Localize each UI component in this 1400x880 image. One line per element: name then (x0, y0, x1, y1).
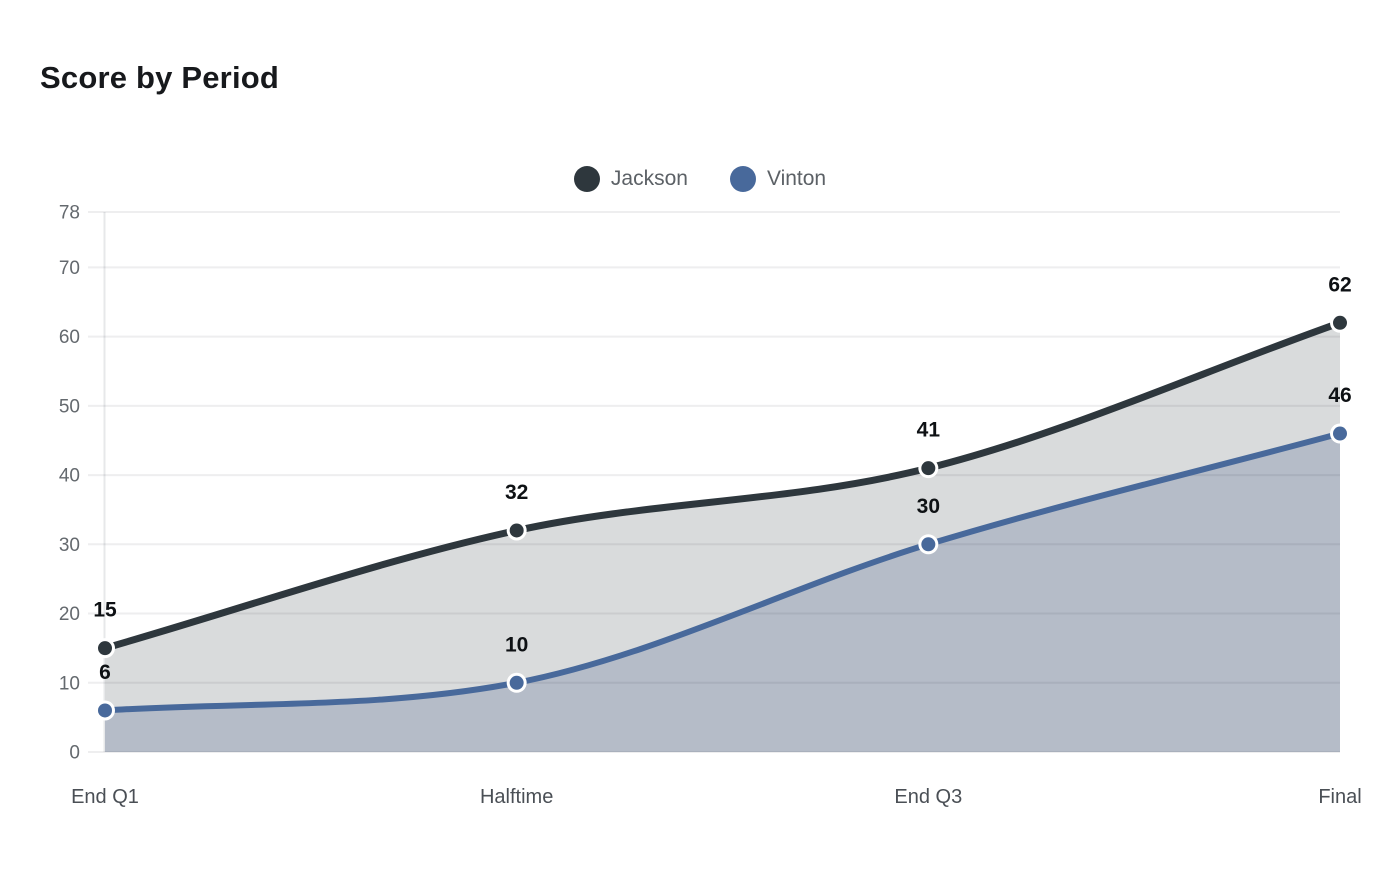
vinton-area-fill (105, 433, 1340, 752)
jackson-line (101, 319, 1344, 652)
jackson-data-label-End Q3: 41 (917, 419, 941, 442)
vinton-marker-Halftime[interactable] (509, 675, 524, 690)
jackson-data-label-End Q1: 15 (93, 599, 117, 622)
y-axis-tick-label-50: 50 (59, 396, 80, 417)
jackson-data-label-Halftime: 32 (505, 481, 528, 504)
jackson-marker-Final[interactable] (1333, 315, 1347, 330)
jackson-marker-Halftime[interactable] (509, 523, 524, 538)
legend: Jackson Vinton (0, 160, 1400, 198)
y-axis-tick-label-10: 10 (59, 673, 80, 694)
legend-item-vinton[interactable]: Vinton (729, 166, 827, 192)
vinton-data-label-Halftime: 10 (505, 633, 528, 656)
y-axis-tick-label-70: 70 (59, 258, 80, 279)
y-axis-tick-label-78: 78 (59, 203, 80, 224)
y-axis-tick-label-0: 0 (69, 743, 80, 764)
x-axis-label-end-q1: End Q1 (71, 786, 139, 808)
vinton-data-label-End Q3: 30 (917, 495, 940, 518)
chart-title: Score by Period (40, 60, 280, 95)
vinton-marker-Final[interactable] (1333, 426, 1347, 441)
y-axis-tick-label-60: 60 (59, 327, 80, 348)
vinton-marker-End Q3[interactable] (921, 537, 936, 552)
x-axis-label-final: Final (1318, 786, 1361, 808)
jackson-series-swatch-icon (573, 166, 600, 192)
vinton-line (102, 430, 1343, 714)
x-axis-label-halftime: Halftime (480, 786, 553, 808)
y-axis-tick-label-30: 30 (59, 535, 80, 556)
y-axis-tick-label-40: 40 (59, 466, 80, 487)
legend-label-jackson: Jackson (610, 167, 688, 190)
legend-label-vinton: Vinton (766, 167, 827, 190)
vinton-marker-End Q1[interactable] (98, 703, 112, 718)
jackson-marker-End Q3[interactable] (921, 461, 936, 476)
jackson-data-label-Final: 62 (1328, 273, 1351, 296)
legend-item-jackson[interactable]: Jackson (573, 166, 688, 192)
x-axis-label-end-q3: End Q3 (894, 786, 962, 808)
y-axis-tick-label-20: 20 (59, 604, 80, 625)
vinton-data-label-End Q1: 6 (99, 661, 111, 684)
vinton-series-swatch-icon (729, 166, 756, 192)
vinton-data-label-Final: 46 (1328, 384, 1351, 407)
jackson-marker-End Q1[interactable] (98, 641, 112, 656)
